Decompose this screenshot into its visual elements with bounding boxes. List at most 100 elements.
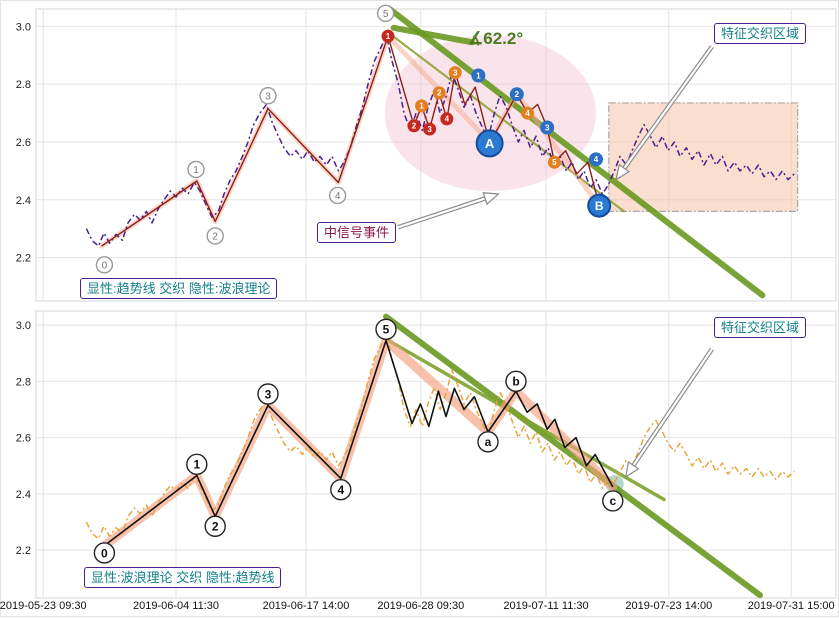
signal-event-label: 中信号事件 xyxy=(317,222,397,243)
trend-lines xyxy=(383,313,763,599)
svg-text:1: 1 xyxy=(476,71,481,80)
wave-count-labels: 0 1 2 3 4 5 xyxy=(95,4,395,274)
marker-1 xyxy=(381,29,395,43)
main-trendline xyxy=(386,6,766,299)
x-tick-label: 2019-07-31 15:00 xyxy=(747,600,835,612)
top-feature-region-label: 特征交织区域 xyxy=(713,23,806,44)
wave-label-3 xyxy=(259,87,277,105)
top-chart-panel: 2.2 2.4 2.6 2.8 3.0 1 2 1 3 2 4 3 1 2 4 3 5 4 A B 0 1 2 3 4 5 特征交… xyxy=(1,1,839,303)
x-tick-label: 2019-06-17 14:00 xyxy=(262,600,350,612)
svg-text:2: 2 xyxy=(437,89,442,98)
annotation-arrows xyxy=(624,347,714,479)
marker-4 xyxy=(589,152,603,167)
bottom-legend-label: 显性:波浪理论 交织 隐性:趋势线 xyxy=(84,567,282,588)
svg-text:4: 4 xyxy=(335,191,341,202)
y-tick-label: 3.0 xyxy=(16,320,31,332)
svg-text:2: 2 xyxy=(212,232,218,243)
price-dashdot xyxy=(85,34,795,247)
svg-text:2: 2 xyxy=(515,90,520,99)
price-dashed xyxy=(85,332,795,540)
svg-text:5: 5 xyxy=(552,158,557,167)
y-tick-label: 2.8 xyxy=(16,376,31,388)
marker-2 xyxy=(407,119,421,133)
arrow-icon xyxy=(624,461,640,479)
wave-label-2 xyxy=(206,227,224,245)
marker-4 xyxy=(521,106,535,120)
wave-label-5 xyxy=(376,4,395,23)
x-tick-label: 2019-06-28 09:30 xyxy=(377,600,465,612)
wave-label-a xyxy=(477,431,499,453)
svg-text:3: 3 xyxy=(453,68,458,77)
y-tick-label: 2.2 xyxy=(16,253,31,265)
marker-B xyxy=(587,193,612,218)
elliott-wave-line xyxy=(103,339,614,547)
secondary-trendline xyxy=(388,32,626,213)
svg-text:4: 4 xyxy=(594,155,599,164)
bottom-chart-panel: 2.2 2.4 2.6 2.8 3.0 0 1 2 3 4 5 a b c 特征交织区域 显性:波浪理论 … xyxy=(1,303,839,601)
svg-text:4: 4 xyxy=(337,483,344,497)
y-tick-label: 2.8 xyxy=(16,79,31,91)
svg-text:b: b xyxy=(512,375,519,389)
wave-label-1 xyxy=(187,160,205,179)
x-tick-label: 2019-07-11 11:30 xyxy=(503,600,589,612)
wave-label-0 xyxy=(93,542,116,564)
top-legend-label: 显性:趋势线 交织 隐性:波浪理论 xyxy=(80,278,278,299)
arrow-icon xyxy=(482,192,500,206)
wave-label-3 xyxy=(257,383,279,405)
wave-count-labels: 0 1 2 3 4 5 a b c xyxy=(93,318,624,564)
top-chart-canvas: 2.2 2.4 2.6 2.8 3.0 1 2 1 3 2 4 3 1 2 4 3 5 4 A B 0 1 2 3 4 5 xyxy=(16,4,837,302)
svg-text:A: A xyxy=(485,136,495,151)
svg-text:2: 2 xyxy=(412,122,417,131)
y-tick-label: 3.0 xyxy=(16,21,31,33)
svg-text:B: B xyxy=(595,199,604,213)
marker-2 xyxy=(432,86,446,100)
marker-1 xyxy=(415,99,429,113)
marker-1 xyxy=(471,68,486,83)
arrow-icon xyxy=(615,163,631,181)
y-tick-label: 2.4 xyxy=(16,489,31,501)
y-tick-label: 2.6 xyxy=(16,137,31,149)
y-tick-label: 2.4 xyxy=(16,195,31,207)
svg-text:4: 4 xyxy=(445,115,450,124)
wave-label-b xyxy=(505,370,527,393)
sub-wave-markers: 1 2 1 3 2 4 3 1 2 4 3 5 4 A B xyxy=(381,29,612,218)
bottom-feature-region-label: 特征交织区域 xyxy=(713,317,806,338)
svg-text:1: 1 xyxy=(386,32,391,41)
svg-text:3: 3 xyxy=(427,125,432,134)
svg-text:3: 3 xyxy=(545,123,550,132)
x-axis-labels: 2019-05-23 09:30 2019-06-04 11:30 2019-06-… xyxy=(0,600,839,618)
wave-bands xyxy=(99,336,618,551)
svg-text:1: 1 xyxy=(193,165,199,176)
x-tick-label: 2019-05-23 09:30 xyxy=(0,600,87,612)
wave-label-0 xyxy=(95,256,114,274)
svg-text:2: 2 xyxy=(212,520,219,534)
marker-4 xyxy=(440,112,454,126)
wave-label-c xyxy=(602,490,624,512)
secondary-trendline xyxy=(384,337,666,502)
svg-text:4: 4 xyxy=(525,109,530,118)
svg-text:5: 5 xyxy=(383,9,389,20)
trend-lines xyxy=(386,6,766,299)
angle-reference-line xyxy=(390,24,475,46)
wave-label-2 xyxy=(204,515,226,537)
svg-text:0: 0 xyxy=(102,260,108,271)
svg-text:1: 1 xyxy=(193,458,200,472)
marker-3 xyxy=(423,122,437,136)
annotation-arrows xyxy=(397,45,714,230)
svg-text:a: a xyxy=(485,435,492,449)
y-tick-label: 2.6 xyxy=(16,433,31,445)
marker-A xyxy=(475,129,504,158)
svg-text:0: 0 xyxy=(101,546,108,560)
marker-3 xyxy=(448,66,462,80)
svg-text:3: 3 xyxy=(265,91,271,102)
svg-text:5: 5 xyxy=(383,323,390,337)
marker-2 xyxy=(509,87,524,102)
bottom-chart-canvas: 2.2 2.4 2.6 2.8 3.0 0 1 2 3 4 5 a b c xyxy=(16,310,837,599)
x-tick-label: 2019-06-04 11:30 xyxy=(132,600,220,612)
wave-label-5 xyxy=(375,318,397,340)
svg-text:c: c xyxy=(609,494,616,508)
svg-text:3: 3 xyxy=(265,387,272,401)
price-series xyxy=(85,332,795,547)
svg-text:1: 1 xyxy=(419,102,424,111)
